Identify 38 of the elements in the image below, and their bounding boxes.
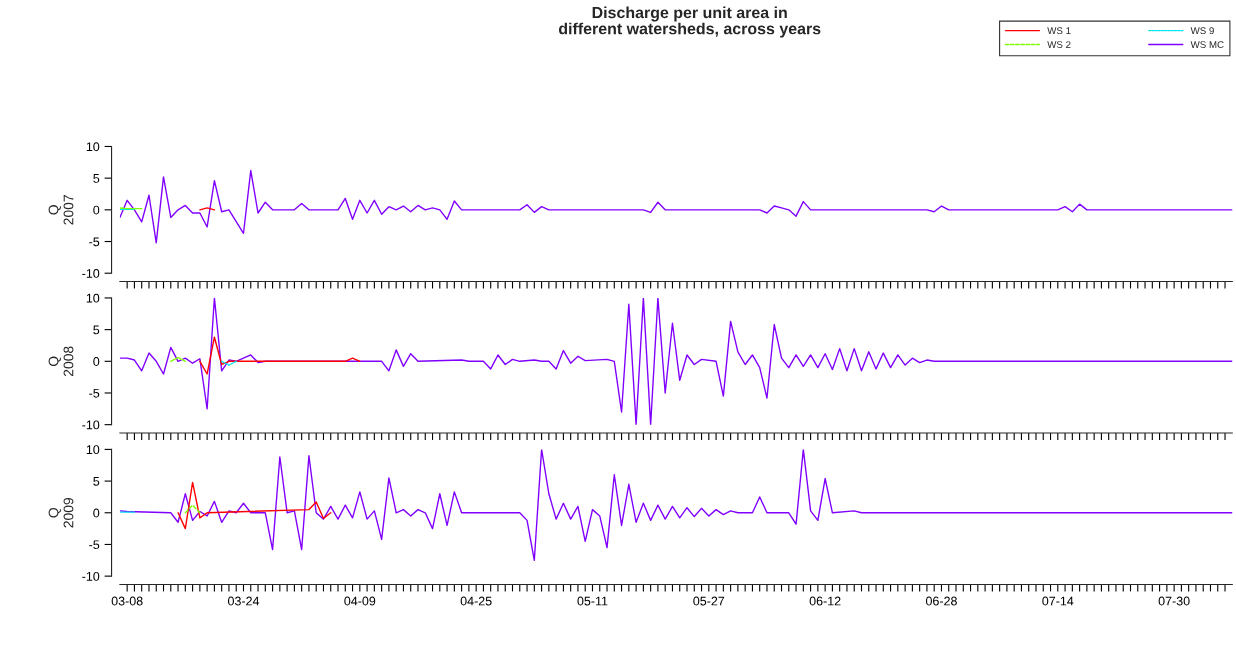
x-tick-label: 03-24 (228, 596, 260, 606)
x-tick-label: 06-28 (925, 596, 957, 606)
x-tick-label: 04-09 (344, 596, 376, 606)
line-series (119, 449, 1233, 561)
legend-label: WS 1 (1047, 27, 1071, 35)
legend-label: WS 9 (1190, 27, 1214, 35)
y-axis-title: Q 2009 (48, 497, 74, 528)
y-tick-label: -10 (82, 571, 100, 581)
y-tick-label: -5 (89, 540, 100, 550)
y-axis-title: Q 2007 (48, 195, 74, 225)
x-tick-label: 05-11 (577, 596, 608, 606)
y-tick-label: 10 (86, 445, 100, 455)
line-series (119, 297, 1233, 425)
y-tick-label: -5 (89, 388, 100, 398)
x-tick-label: 04-25 (460, 596, 492, 606)
y-tick-label: 0 (93, 357, 100, 366)
x-tick-label: 03-08 (111, 596, 143, 606)
y-tick-label: -10 (82, 420, 100, 430)
x-tick-label: 05-27 (693, 596, 725, 606)
x-tick-label: 07-30 (1158, 596, 1190, 606)
y-tick-label: 5 (93, 477, 100, 486)
line-series (177, 481, 332, 530)
line-series (119, 169, 1233, 244)
chart-title: Discharge per unit area in different watersheds, across years (558, 6, 821, 38)
legend-label: WS 2 (1047, 41, 1071, 49)
y-tick-label: 5 (93, 325, 100, 335)
y-tick-label: 10 (86, 293, 100, 303)
y-tick-label: -5 (89, 237, 100, 247)
y-tick-label: 0 (93, 205, 100, 215)
y-axis-title: Q 2008 (48, 346, 74, 377)
y-tick-label: 0 (93, 508, 100, 518)
legend-label: WS MC (1190, 41, 1224, 49)
x-tick-label: 06-12 (809, 596, 841, 606)
y-tick-label: 5 (93, 174, 100, 183)
y-tick-label: 10 (86, 142, 100, 152)
y-tick-label: -10 (82, 269, 100, 278)
x-tick-label: 07-14 (1042, 596, 1074, 606)
line-series (199, 336, 361, 375)
